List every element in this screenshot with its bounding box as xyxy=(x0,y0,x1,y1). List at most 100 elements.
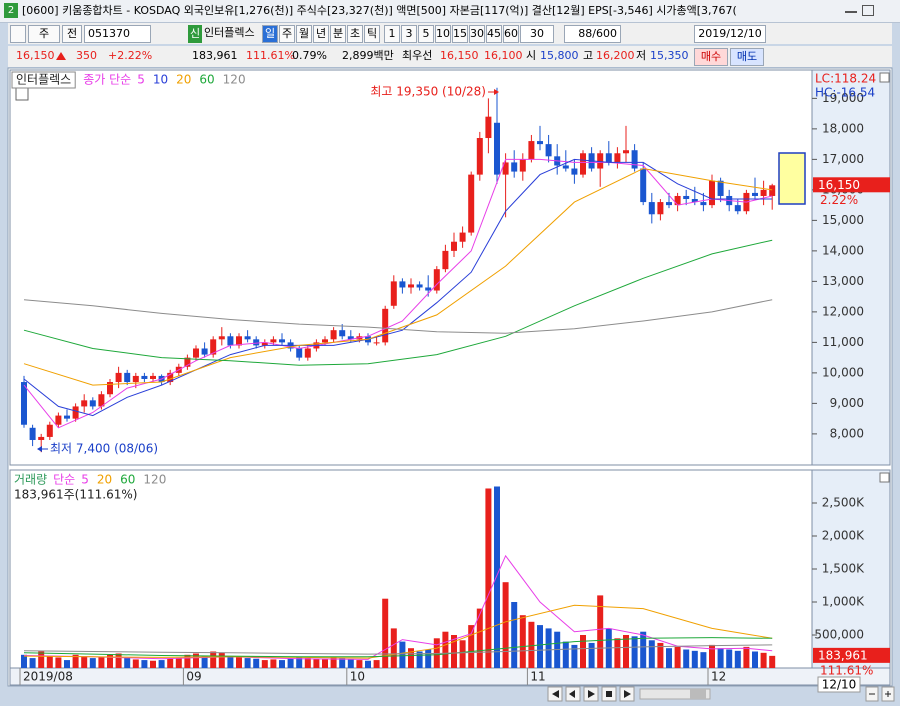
volume-bar xyxy=(261,660,268,668)
interval-button[interactable]: 1 xyxy=(384,25,400,43)
volume-bar xyxy=(468,625,475,668)
volume: 183,961 xyxy=(192,49,238,62)
chart-frame xyxy=(7,67,893,687)
maximize[interactable] xyxy=(862,5,874,16)
volume-bar xyxy=(459,640,466,668)
volume-bar xyxy=(167,658,174,668)
volume-bar xyxy=(476,608,483,668)
annotation-arrow-head xyxy=(494,89,499,95)
candle-body xyxy=(683,195,690,200)
y-tick-label: 11,000 xyxy=(822,335,864,349)
volume-bar xyxy=(743,646,750,668)
high-label: 고 xyxy=(583,49,594,62)
volume-bar xyxy=(236,656,242,668)
volume-bar xyxy=(158,660,165,668)
buy-button[interactable]: 매수 xyxy=(694,48,728,66)
volume-bar xyxy=(124,657,131,668)
interval-input[interactable]: 30 xyxy=(520,25,554,43)
date-input[interactable]: 2019/12/10 xyxy=(694,25,766,43)
turnover: 0.79% xyxy=(292,49,327,62)
candle-body xyxy=(279,339,285,343)
candle-body xyxy=(382,308,389,343)
volume-bar xyxy=(46,656,53,668)
period-button[interactable]: 주 xyxy=(279,25,295,43)
candle-body xyxy=(545,144,552,157)
interval-button[interactable]: 3 xyxy=(401,25,417,43)
candle-body xyxy=(502,162,509,175)
change-pct: +2.22% xyxy=(108,49,153,62)
period-button[interactable]: 월 xyxy=(296,25,312,43)
nav-icon xyxy=(588,690,595,698)
scroll-thumb[interactable] xyxy=(690,689,706,699)
interval-button[interactable]: 5 xyxy=(418,25,434,43)
candle-body xyxy=(691,199,698,203)
period-button[interactable]: 초 xyxy=(347,25,363,43)
y-tick-label: 15,000 xyxy=(822,213,864,227)
y-tick-label: 9,000 xyxy=(830,396,864,410)
bid: 16,100 xyxy=(484,49,523,62)
candle-body xyxy=(631,150,638,169)
volume-bar xyxy=(382,598,389,668)
legend-entry: 5 xyxy=(81,473,89,487)
legend-title-box xyxy=(11,71,76,89)
candle-body xyxy=(657,202,664,215)
candle-body xyxy=(330,330,337,340)
minimize[interactable] xyxy=(845,11,857,13)
interval-button[interactable]: 45 xyxy=(486,25,502,43)
interval-button[interactable]: 10 xyxy=(435,25,451,43)
last-price: 16,150 xyxy=(818,178,860,192)
price-panel xyxy=(9,69,891,466)
last-volume-box xyxy=(813,647,890,663)
panel-menu[interactable] xyxy=(879,472,890,483)
volume-bar xyxy=(425,649,432,668)
interval-button[interactable]: 60 xyxy=(503,25,519,43)
sell-button[interactable]: 매도 xyxy=(730,48,764,66)
up-arrow xyxy=(56,52,66,60)
volume-plot xyxy=(21,486,776,668)
count-input[interactable]: 88/600 xyxy=(564,25,621,43)
period-button[interactable]: 분 xyxy=(330,25,346,43)
title-bar: 2 [0600] 키움종합차트 - KOSDAQ 외국인보유[1,276(천)]… xyxy=(0,0,900,23)
volume-bar xyxy=(365,660,371,668)
menu-icon[interactable] xyxy=(10,25,26,43)
candle-body xyxy=(408,284,414,288)
volume-bar xyxy=(623,635,629,668)
candle-body xyxy=(485,116,492,139)
market-select[interactable]: 주 xyxy=(28,25,60,43)
candle-body xyxy=(666,202,672,206)
y-tick-label: 8,000 xyxy=(830,426,864,440)
volume-bar xyxy=(244,658,251,668)
volume-bar xyxy=(29,658,36,668)
code-input[interactable]: 051370 xyxy=(84,25,151,43)
period-button[interactable]: 년 xyxy=(313,25,329,43)
period-button[interactable]: 틱 xyxy=(364,25,380,43)
candle-body xyxy=(218,336,225,340)
candle-body xyxy=(124,372,131,383)
candle-body xyxy=(623,150,629,154)
volume-bar xyxy=(408,648,414,668)
nav-icon xyxy=(552,690,559,698)
volume-bar xyxy=(279,660,285,668)
candle-body xyxy=(210,339,217,355)
moving-average xyxy=(23,644,773,655)
candle-body xyxy=(29,427,36,440)
scope-select[interactable]: 전 xyxy=(62,25,82,43)
interval-button[interactable]: 15 xyxy=(452,25,468,43)
low-label: 저 xyxy=(636,49,647,62)
panel-icon[interactable] xyxy=(15,87,29,101)
interval-button[interactable]: 30 xyxy=(469,25,485,43)
volume-bar xyxy=(399,641,406,668)
scrollbar[interactable] xyxy=(639,688,711,700)
volume-bar xyxy=(390,628,397,668)
candle-body xyxy=(597,153,604,169)
candle-body xyxy=(562,165,569,169)
candle-body xyxy=(709,180,715,206)
legend-entry: 60 xyxy=(199,73,214,87)
last-volume-ratio: 111.61% xyxy=(820,663,873,677)
y-tick-label: 500,000 xyxy=(814,628,864,642)
period-button[interactable]: 일 xyxy=(262,25,278,43)
volume-bar xyxy=(494,486,500,668)
legend-title: 인터플렉스 xyxy=(16,73,71,87)
panel-menu[interactable] xyxy=(879,72,890,83)
volume-bar xyxy=(562,641,569,668)
